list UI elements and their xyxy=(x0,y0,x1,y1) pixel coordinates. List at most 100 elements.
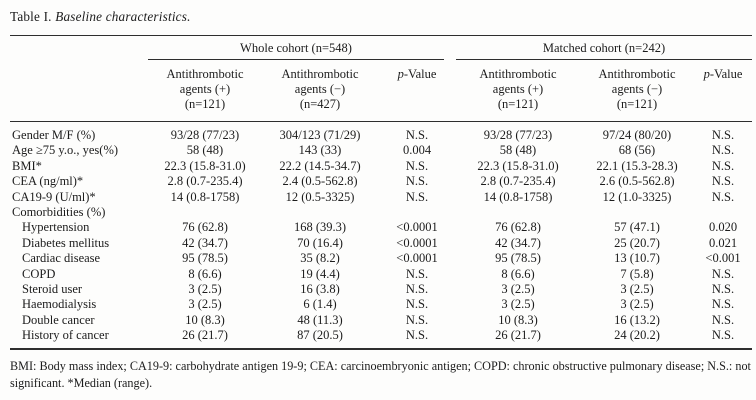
row-label: Hypertension xyxy=(22,220,90,235)
data-cell: 76 (62.8) xyxy=(182,220,228,235)
data-cell: 16 (13.2) xyxy=(614,312,660,327)
column-header-whole-antithrombotic-plus: Antithrombotic agents (+) (n=121) xyxy=(166,67,244,111)
data-cell: 12 (1.0-3325) xyxy=(602,189,672,204)
table-row: Age ≥75 y.o., yes(%) 58 (48) 143 (33) 0.004… xyxy=(10,143,752,158)
group-header-whole-cohort: Whole cohort (n=548) xyxy=(148,36,444,60)
column-header-row: Antithrombotic agents (+) (n=121) Antith… xyxy=(10,60,752,122)
data-cell: N.S. xyxy=(711,128,735,142)
data-cell: 3 (2.5) xyxy=(188,297,222,312)
section-header-row: Comorbidities (%) xyxy=(10,205,752,220)
group-header-matched-cohort-cell: Matched cohort (n=242) xyxy=(456,36,752,60)
group-header-whole-cohort-cell: Whole cohort (n=548) xyxy=(148,36,456,60)
data-cell: 8 (6.6) xyxy=(188,266,222,281)
data-cell: 0.020 xyxy=(708,220,738,235)
data-cell: 93/28 (77/23) xyxy=(483,128,553,142)
data-cell: 22.1 (15.3-28.3) xyxy=(596,158,678,173)
table-title-prefix: Table I. xyxy=(10,9,52,24)
row-label: Cardiac disease xyxy=(22,251,101,266)
table-title: Table I. Baseline characteristics. xyxy=(10,8,750,26)
row-label: CA19-9 (U/ml)* xyxy=(12,189,96,204)
data-cell: 3 (2.5) xyxy=(620,297,654,312)
row-label: Haemodialysis xyxy=(22,297,97,312)
table-body: Gender M/F (%) 93/28 (77/23) 304/123 (71/2… xyxy=(10,122,752,349)
data-cell: 48 (11.3) xyxy=(297,312,343,327)
data-cell: 0.004 xyxy=(402,143,432,158)
row-label: COPD xyxy=(22,266,56,281)
data-cell: 6 (1.4) xyxy=(303,297,337,312)
data-cell: N.S. xyxy=(405,312,429,327)
stub-cell xyxy=(10,36,148,61)
data-cell: 143 (33) xyxy=(298,143,342,158)
table-row: Double cancer 10 (8.3) 48 (11.3) N.S. 10 (8.… xyxy=(10,313,752,328)
data-cell: 22.3 (15.8-31.0) xyxy=(164,158,246,173)
p-value-italic-p: p xyxy=(703,67,710,81)
data-cell: N.S. xyxy=(711,328,735,343)
data-cell: N.S. xyxy=(405,189,429,204)
table-row: Hypertension 76 (62.8) 168 (39.3) <0.0001 76… xyxy=(10,220,752,235)
footnote: BMI: Body mass index; CA19-9: carbohydra… xyxy=(10,358,751,390)
data-cell: 76 (62.8) xyxy=(495,220,541,235)
column-header-matched-antithrombotic-minus: Antithrombotic agents (−) (n=121) xyxy=(598,67,676,111)
table-row: History of cancer 26 (21.7) 87 (20.5) N.S. 2… xyxy=(10,328,752,348)
data-cell: 93/28 (77/23) xyxy=(170,128,240,142)
group-header-row: Whole cohort (n=548) Matched cohort (n=2… xyxy=(10,36,752,61)
data-cell: 2.8 (0.7-235.4) xyxy=(167,174,243,189)
data-cell: 58 (48) xyxy=(186,143,224,158)
data-cell: N.S. xyxy=(711,174,735,189)
table-row: BMI* 22.3 (15.8-31.0) 22.2 (14.5-34.7) N.S.… xyxy=(10,159,752,174)
data-cell: 95 (78.5) xyxy=(182,251,228,266)
row-label: Diabetes mellitus xyxy=(22,235,110,250)
column-header-matched-p-value: p-Value xyxy=(694,60,752,122)
data-cell: 7 (5.8) xyxy=(620,266,654,281)
row-label: Gender M/F (%) xyxy=(12,128,96,142)
data-cell: <0.0001 xyxy=(396,235,438,250)
row-label: Age ≥75 y.o., yes(%) xyxy=(12,143,119,158)
data-cell: 168 (39.3) xyxy=(293,220,347,235)
data-cell: 95 (78.5) xyxy=(495,251,541,266)
data-cell: 87 (20.5) xyxy=(297,328,343,343)
data-cell: 12 (0.5-3325) xyxy=(285,189,355,204)
column-header-matched-antithrombotic-plus: Antithrombotic agents (+) (n=121) xyxy=(479,67,557,111)
data-cell: 0.021 xyxy=(708,235,738,250)
table-row: Haemodialysis 3 (2.5) 6 (1.4) N.S. 3 (2.5) 3 … xyxy=(10,297,752,312)
table-row: Steroid user 3 (2.5) 16 (3.8) N.S. 3 (2.5) 3 … xyxy=(10,282,752,297)
table-row: Cardiac disease 95 (78.5) 35 (8.2) <0.0001 9… xyxy=(10,251,752,266)
data-cell xyxy=(580,205,694,220)
row-label: Steroid user xyxy=(22,282,83,297)
data-cell xyxy=(456,205,580,220)
column-header-whole-p-value: p-Value xyxy=(378,60,456,122)
data-cell: 14 (0.8-1758) xyxy=(170,189,240,204)
data-cell xyxy=(262,205,378,220)
table-title-caption: Baseline characteristics. xyxy=(55,9,191,24)
data-cell: 8 (6.6) xyxy=(501,266,535,281)
data-cell: 3 (2.5) xyxy=(188,282,222,297)
data-cell xyxy=(148,205,262,220)
data-cell: N.S. xyxy=(405,328,429,343)
data-cell: 304/123 (71/29) xyxy=(279,128,361,142)
data-cell: 58 (48) xyxy=(499,143,537,158)
data-cell: <0.0001 xyxy=(396,220,438,235)
table-row: Gender M/F (%) 93/28 (77/23) 304/123 (71/2… xyxy=(10,122,752,144)
data-cell: 19 (4.4) xyxy=(300,266,340,281)
row-label: BMI* xyxy=(12,158,42,173)
data-cell: N.S. xyxy=(405,297,429,312)
table-row: CEA (ng/ml)* 2.8 (0.7-235.4) 2.4 (0.5-562.… xyxy=(10,174,752,189)
data-cell: 22.3 (15.8-31.0) xyxy=(477,158,559,173)
data-cell: 57 (47.1) xyxy=(614,220,660,235)
data-cell: <0.001 xyxy=(705,251,741,266)
data-cell: 2.4 (0.5-562.8) xyxy=(282,174,358,189)
p-value-italic-p: p xyxy=(397,67,404,81)
row-label: CEA (ng/ml)* xyxy=(12,174,84,189)
data-cell: 3 (2.5) xyxy=(620,282,654,297)
column-header-whole-antithrombotic-minus: Antithrombotic agents (−) (n=427) xyxy=(281,67,359,111)
data-cell: 10 (8.3) xyxy=(185,312,225,327)
data-cell: 26 (21.7) xyxy=(495,328,541,343)
p-value-rest: -Value xyxy=(709,67,743,81)
data-cell: 10 (8.3) xyxy=(498,312,538,327)
baseline-characteristics-table: Whole cohort (n=548) Matched cohort (n=2… xyxy=(10,35,752,350)
data-cell: N.S. xyxy=(711,189,735,204)
data-cell: 70 (16.4) xyxy=(297,235,343,250)
table-row: CA19-9 (U/ml)* 14 (0.8-1758) 12 (0.5-3325)… xyxy=(10,190,752,205)
stub-cell xyxy=(10,60,148,122)
row-label: History of cancer xyxy=(22,328,109,343)
